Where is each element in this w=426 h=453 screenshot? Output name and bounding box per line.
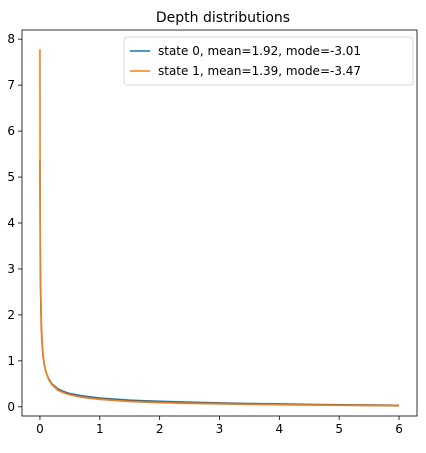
y-tick-label: 2 bbox=[7, 308, 15, 322]
y-tick-label: 7 bbox=[7, 78, 15, 92]
x-tick-label: 2 bbox=[156, 422, 164, 436]
chart-title: Depth distributions bbox=[156, 10, 290, 26]
legend: state 0, mean=1.92, mode=-3.01 state 1, m… bbox=[123, 36, 414, 86]
x-tick-label: 1 bbox=[96, 422, 104, 436]
y-tick-label: 4 bbox=[7, 216, 15, 230]
series-line-0 bbox=[39, 159, 400, 407]
y-tick-label: 3 bbox=[7, 262, 15, 276]
x-tick-label: 0 bbox=[36, 422, 44, 436]
x-tick-label: 5 bbox=[335, 422, 343, 436]
y-tick-label: 6 bbox=[7, 124, 15, 138]
legend-label-1: state 1, mean=1.39, mode=-3.47 bbox=[158, 64, 361, 78]
y-tick-label: 1 bbox=[7, 354, 15, 368]
x-tick-label: 3 bbox=[216, 422, 224, 436]
y-tick-label: 5 bbox=[7, 170, 15, 184]
x-tick-label: 4 bbox=[276, 422, 284, 436]
plot-area bbox=[39, 49, 400, 407]
y-tick-label: 8 bbox=[7, 32, 15, 46]
axis-ticks: 0 1 2 3 4 5 6 0 1 2 3 4 5 6 7 8 bbox=[7, 32, 403, 436]
y-tick-label: 0 bbox=[7, 400, 15, 414]
legend-label-0: state 0, mean=1.92, mode=-3.01 bbox=[158, 44, 361, 58]
axes-frame bbox=[21, 29, 418, 417]
x-tick-label: 6 bbox=[395, 422, 403, 436]
legend-box bbox=[123, 36, 414, 86]
series-line-1 bbox=[39, 49, 400, 407]
